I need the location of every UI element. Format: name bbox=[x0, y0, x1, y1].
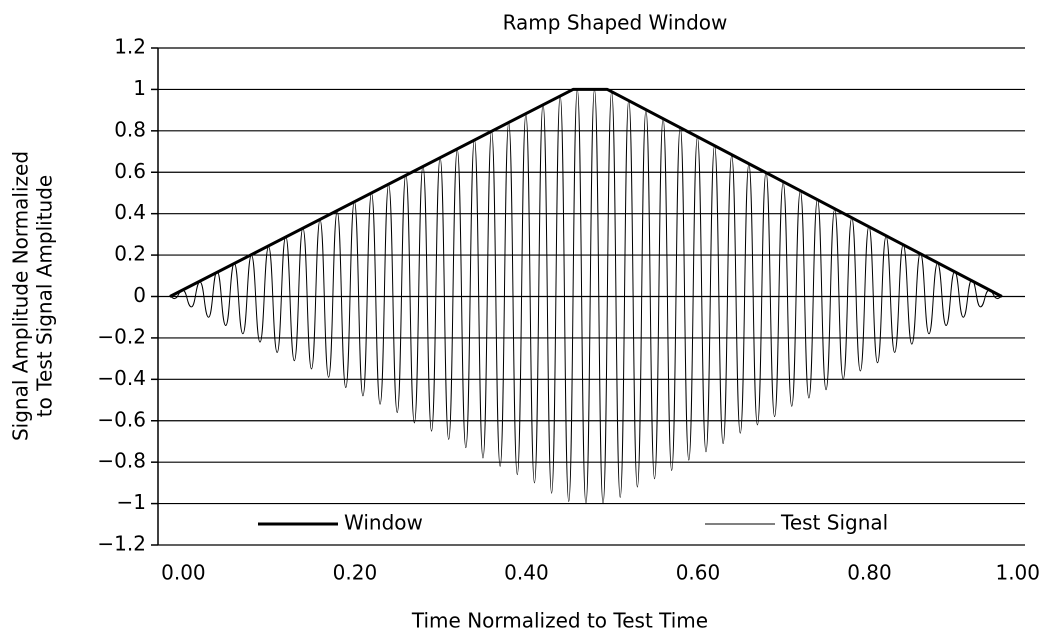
chart-title: Ramp Shaped Window bbox=[503, 11, 728, 35]
y-tick-label: 0.4 bbox=[114, 200, 146, 224]
x-axis-label: Time Normalized to Test Time bbox=[411, 609, 708, 633]
legend-label: Test Signal bbox=[780, 511, 888, 535]
x-tick-label: 0.00 bbox=[161, 561, 206, 585]
y-tick-label: 0.2 bbox=[114, 242, 146, 266]
x-tick-label: 0.80 bbox=[847, 561, 892, 585]
y-tick-label: −0.8 bbox=[97, 449, 146, 473]
y-tick-label: 0.8 bbox=[114, 117, 146, 141]
y-tick-label: −1 bbox=[117, 490, 146, 514]
series-line bbox=[169, 87, 1003, 298]
legend-label: Window bbox=[344, 511, 423, 535]
y-tick-label: 0.6 bbox=[114, 159, 146, 183]
y-tick-label: −1.2 bbox=[97, 532, 146, 556]
y-tick-label: −0.4 bbox=[97, 366, 146, 390]
x-tick-label: 0.60 bbox=[676, 561, 721, 585]
y-tick-label: 0 bbox=[133, 283, 146, 307]
x-tick-label: 0.40 bbox=[504, 561, 549, 585]
y-tick-label: −0.6 bbox=[97, 407, 146, 431]
y-tick-label: −0.2 bbox=[97, 324, 146, 348]
y-axis-label: to Test Signal Amplitude bbox=[33, 175, 57, 417]
x-tick-label: 0.20 bbox=[333, 561, 378, 585]
y-tick-label: 1.2 bbox=[114, 35, 146, 59]
y-tick-label: 1 bbox=[133, 76, 146, 100]
y-axis-label: Signal Amplitude Normalized bbox=[9, 151, 33, 441]
x-tick-label: 1.00 bbox=[995, 561, 1040, 585]
